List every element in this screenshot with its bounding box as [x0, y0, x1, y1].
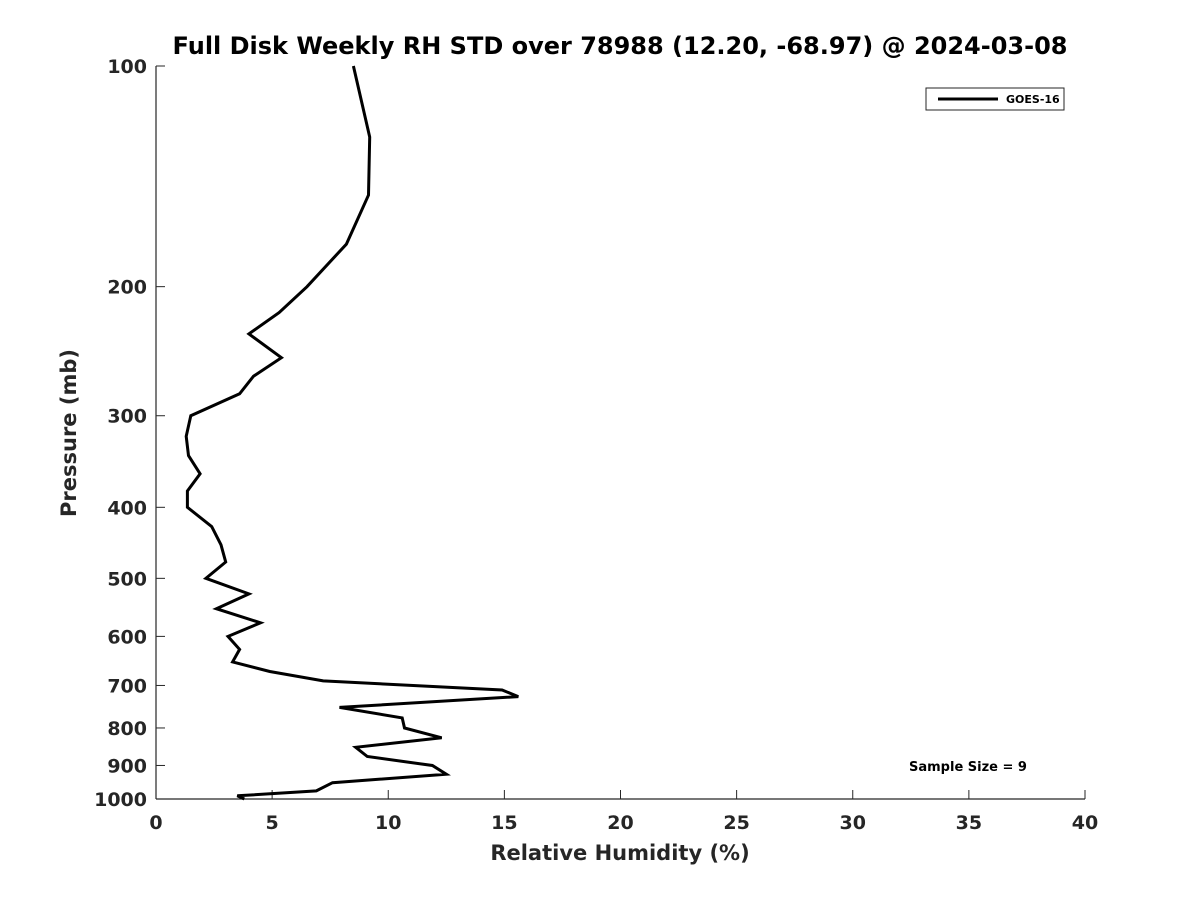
y-tick-label: 500 — [107, 568, 147, 590]
series-layer — [184, 65, 519, 801]
y-tick-label: 600 — [107, 626, 147, 648]
series-line-goes-16 — [184, 65, 519, 801]
y-tick-label: 800 — [107, 718, 147, 740]
x-tick-label: 25 — [723, 812, 749, 834]
y-tick-label: 200 — [107, 277, 147, 299]
y-tick-label: 1000 — [94, 789, 147, 811]
y-tick-label: 300 — [107, 406, 147, 428]
x-tick-label: 40 — [1072, 812, 1098, 834]
x-tick-label: 10 — [375, 812, 401, 834]
x-tick-label: 0 — [149, 812, 162, 834]
y-axis-label: Pressure (mb) — [57, 349, 81, 517]
x-tick-label: 5 — [266, 812, 279, 834]
chart-title: Full Disk Weekly RH STD over 78988 (12.2… — [173, 32, 1068, 60]
x-tick-label: 30 — [840, 812, 866, 834]
legend: GOES-16 — [925, 87, 1065, 111]
y-tick-label: 400 — [107, 497, 147, 519]
axes: 0 5 10 15 20 25 30 35 40 100 200 300 400 500 600 700 800… — [94, 56, 1098, 834]
x-axis-label: Relative Humidity (%) — [490, 841, 749, 865]
x-tick-label: 15 — [491, 812, 517, 834]
x-tick-label: 20 — [607, 812, 633, 834]
legend-label: GOES-16 — [1006, 93, 1060, 106]
sample-size-annotation: Sample Size = 9 — [909, 760, 1027, 775]
y-tick-label: 700 — [107, 675, 147, 697]
y-tick-label: 100 — [107, 56, 147, 78]
y-tick-label: 900 — [107, 755, 147, 777]
x-tick-label: 35 — [956, 812, 982, 834]
